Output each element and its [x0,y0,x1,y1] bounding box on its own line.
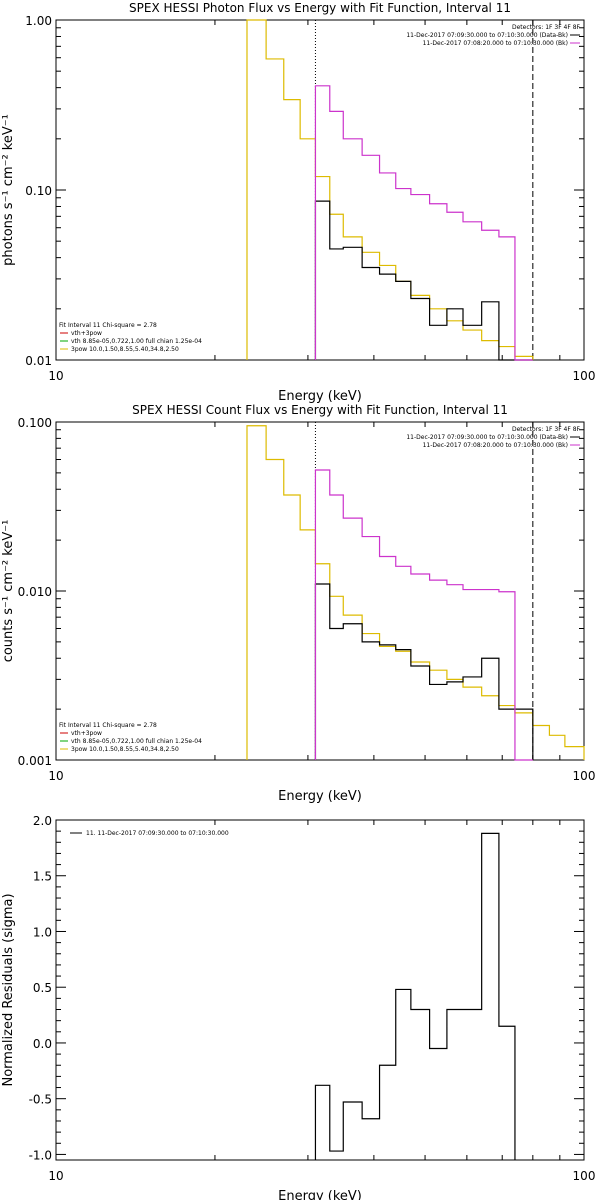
legend-top-label: 11-Dec-2017 07:08:20.000 to 07:10:30.000… [423,40,568,47]
x-tick-label: 10 [48,769,63,783]
legend-top-label: 11-Dec-2017 07:09:30.000 to 07:10:30.000… [406,32,568,39]
x-tick-label: 100 [573,1169,596,1183]
y-tick-label: 0.010 [18,585,52,599]
legend-top-header: Detectors: 1F 3F 4F 8F [512,426,581,433]
y-tick-label: 0.100 [18,416,52,430]
x-tick-label: 100 [573,369,596,383]
legend-bottom-header: Fit Interval 11 Chi-square = 2.78 [59,322,157,329]
x-tick-label: 100 [573,769,596,783]
y-tick-label: -1.0 [29,1148,52,1162]
y-tick-label: 0.001 [18,754,52,768]
chart-title: SPEX HESSI Photon Flux vs Energy with Fi… [129,1,511,15]
legend-top-label: 11-Dec-2017 07:08:20.000 to 07:10:30.000… [423,442,568,449]
series-2-line [314,583,534,760]
plot-frame [55,819,585,1161]
y-tick-label: 0.5 [33,981,52,995]
y-tick-label: 1.0 [33,925,52,939]
plot-frame [55,19,585,361]
legend-bottom-header: Fit Interval 11 Chi-square = 2.78 [59,722,157,729]
y-axis-label: Normalized Residuals (sigma) [1,893,16,1086]
legend-bottom-label: 3pow 10.0,1.50,8.55,5.40,34.8,2.50 [71,346,179,353]
legend-bottom-label: vth+3pow [71,730,102,737]
y-tick-label: 2.0 [33,814,52,828]
series-2-line [314,200,533,361]
x-axis-label: Energy (keV) [278,1189,362,1200]
y-tick-label: 1.5 [33,870,52,884]
chart-panel-3: 10 100 Energy (keV) 2.0 1.5 1.0 0.5 0.0 -0.5 -1.0… [1,814,595,1200]
legend-top-header: Detectors: 1F 3F 4F 8F [512,24,581,31]
x-axis-label: Energy (keV) [278,389,362,404]
y-tick-label: -0.5 [29,1093,52,1107]
series-3-line [314,85,533,361]
chart-title: SPEX HESSI Count Flux vs Energy with Fit… [132,403,508,417]
legend-bottom-label: vth+3pow [71,330,102,337]
y-tick-label: 0.01 [25,354,52,368]
y-axis-label: photons s⁻¹ cm⁻² keV⁻¹ [1,114,16,266]
y-tick-label: 1.00 [25,14,52,28]
y-axis-label: counts s⁻¹ cm⁻² keV⁻¹ [1,520,16,663]
y-tick-label: 0.10 [25,184,52,198]
x-tick-label: 10 [48,369,63,383]
legend-bottom-label: 3pow 10.0,1.50,8.55,5.40,34.8,2.50 [71,746,179,753]
x-axis-label: Energy (keV) [278,789,362,804]
legend-label: 11. 11-Dec-2017 07:09:30.000 to 07:10:30… [86,830,229,837]
chart-panel-1: SPEX HESSI Photon Flux vs Energy with Fi… [1,1,595,404]
legend-bottom-label: vth 8.85e-05,0.722,1.00 full chian 1.25e… [71,338,202,345]
chart-panel-2: SPEX HESSI Count Flux vs Energy with Fit… [1,403,595,804]
series-1-line [314,832,516,1160]
x-tick-label: 10 [48,1169,63,1183]
series-1-line [246,19,534,360]
legend-top-label: 11-Dec-2017 07:09:30.000 to 07:10:30.000… [406,434,568,441]
legend-bottom-label: vth 8.85e-05,0.722,1.00 full chian 1.25e… [71,738,202,745]
series-1-line [246,425,585,760]
y-tick-label: 0.0 [33,1037,52,1051]
series-3-line [314,469,533,761]
